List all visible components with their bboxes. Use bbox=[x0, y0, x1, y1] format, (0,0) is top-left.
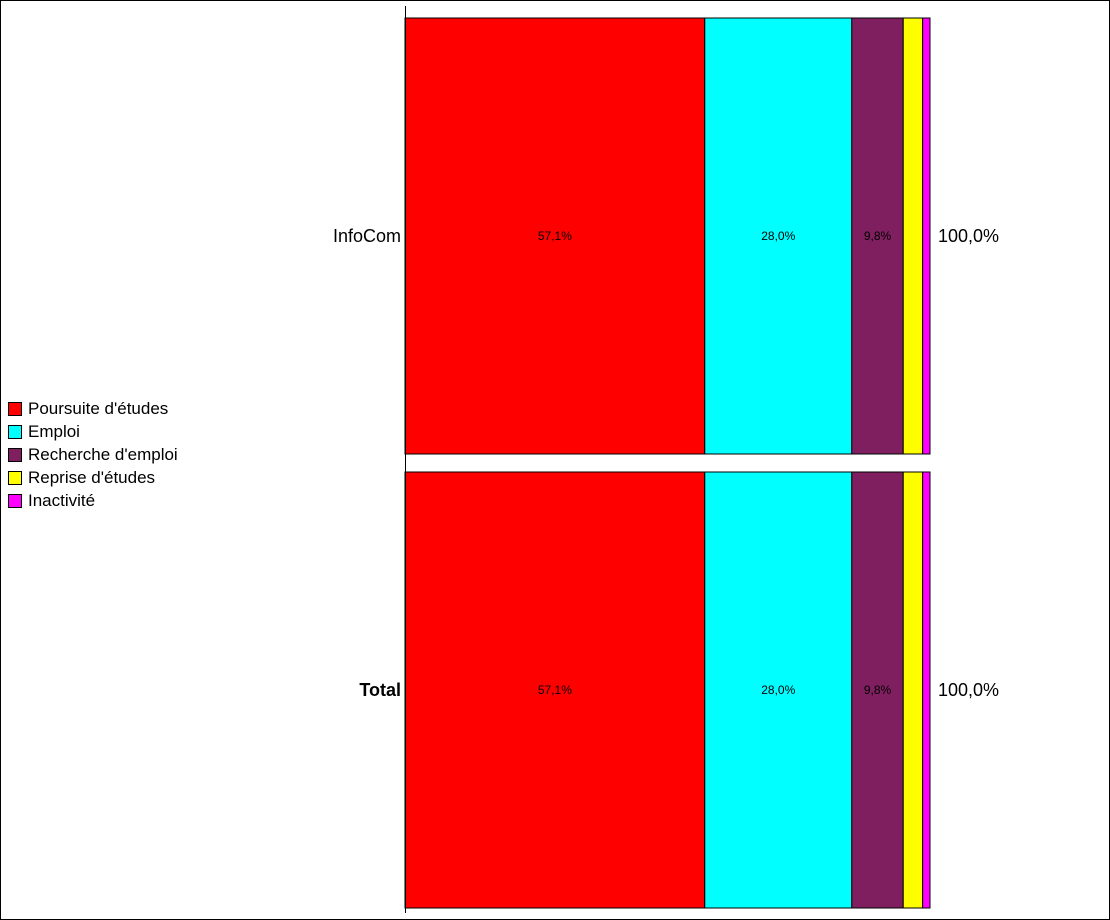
category-label-total: Total bbox=[359, 680, 401, 700]
legend-item-5: Inactivité bbox=[8, 489, 178, 512]
bar-total-series-3 bbox=[851, 471, 904, 909]
legend-item-1: Poursuite d'études bbox=[8, 397, 178, 420]
bar-infocom-series-4 bbox=[902, 17, 924, 455]
data-label-infocom-series-1: 57,1% bbox=[538, 229, 572, 243]
legend-item-3: Recherche d'emploi bbox=[8, 443, 178, 466]
data-label-total-series-2: 28,0% bbox=[761, 683, 795, 697]
bar-infocom-series-5 bbox=[922, 17, 931, 455]
bar-infocom-series-3 bbox=[851, 17, 904, 455]
bar-total-series-1 bbox=[404, 471, 706, 909]
bar-total-series-5 bbox=[922, 471, 931, 909]
legend-label: Inactivité bbox=[28, 490, 96, 510]
legend-item-4: Reprise d'études bbox=[8, 466, 178, 489]
bar-total-series-4 bbox=[902, 471, 924, 909]
legend-label: Emploi bbox=[28, 421, 80, 441]
bar-infocom-series-1 bbox=[404, 17, 706, 455]
legend-swatch bbox=[8, 493, 22, 508]
legend: Poursuite d'études Emploi Recherche d'empl… bbox=[8, 397, 178, 512]
legend-swatch bbox=[8, 447, 22, 462]
bar-infocom-series-2 bbox=[704, 17, 853, 455]
data-label-infocom-series-2: 28,0% bbox=[761, 229, 795, 243]
legend-swatch bbox=[8, 401, 22, 416]
legend-swatch bbox=[8, 424, 22, 439]
legend-label: Poursuite d'études bbox=[28, 398, 169, 418]
bars-layer bbox=[404, 17, 931, 909]
total-label-infocom: 100,0% bbox=[938, 226, 999, 246]
bar-total-series-2 bbox=[704, 471, 853, 909]
data-label-total-series-1: 57,1% bbox=[538, 683, 572, 697]
total-label-total: 100,0% bbox=[938, 680, 999, 700]
data-label-infocom-series-3: 9,8% bbox=[864, 229, 892, 243]
legend-swatch bbox=[8, 470, 22, 485]
data-label-total-series-3: 9,8% bbox=[864, 683, 892, 697]
legend-item-2: Emploi bbox=[8, 420, 178, 443]
labels-layer: 57,1% 28,0% 9,8% InfoCom 100,0% 57,1% 28,0% 9,8… bbox=[333, 226, 999, 700]
legend-label: Reprise d'études bbox=[28, 467, 156, 487]
legend-label: Recherche d'emploi bbox=[28, 444, 178, 464]
category-label-infocom: InfoCom bbox=[333, 226, 401, 246]
